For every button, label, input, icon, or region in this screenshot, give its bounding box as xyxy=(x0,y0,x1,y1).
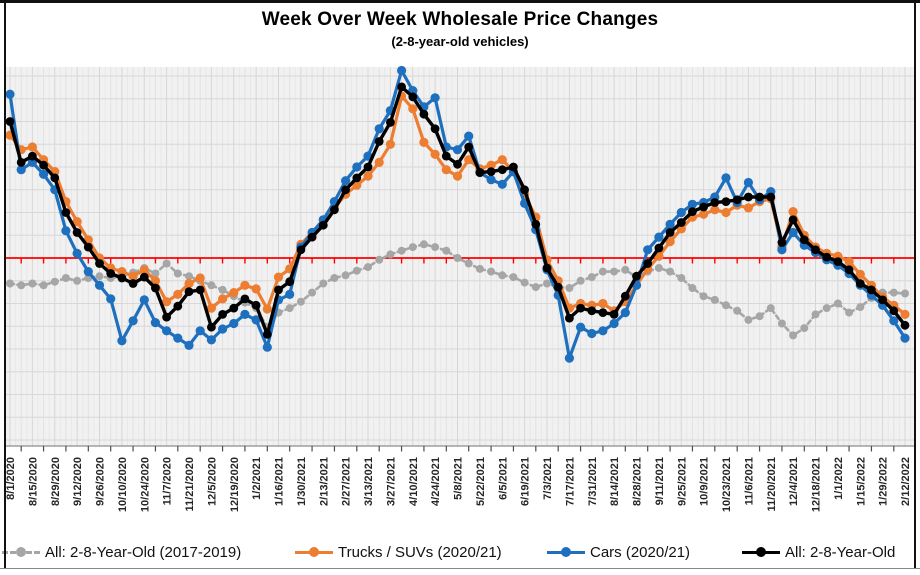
svg-text:10/9/2021: 10/9/2021 xyxy=(699,457,711,506)
svg-text:1/29/2022: 1/29/2022 xyxy=(878,457,890,506)
legend-item-trucks-suvs: Trucks / SUVs (2020/21) xyxy=(295,541,502,563)
svg-text:8/28/2021: 8/28/2021 xyxy=(632,457,644,506)
legend-item-all-current: All: 2-8-Year-Old xyxy=(742,541,895,563)
legend-item-cars: Cars (2020/21) xyxy=(547,541,690,563)
svg-text:10/23/2021: 10/23/2021 xyxy=(721,457,733,512)
svg-text:12/5/2020: 12/5/2020 xyxy=(206,457,218,506)
frame-border-top xyxy=(0,0,920,3)
series-layer xyxy=(5,65,910,363)
svg-text:8/15/2020: 8/15/2020 xyxy=(27,457,39,506)
svg-text:11/20/2021: 11/20/2021 xyxy=(766,457,778,511)
orange-line-marker-icon xyxy=(295,546,333,558)
svg-text:1/16/2021: 1/16/2021 xyxy=(274,457,286,506)
svg-text:9/12/2020: 9/12/2020 xyxy=(72,457,84,506)
legend-label: All: 2-8-Year-Old (2017-2019) xyxy=(45,543,242,561)
svg-text:5/22/2021: 5/22/2021 xyxy=(475,457,487,506)
svg-text:2/12/2022: 2/12/2022 xyxy=(900,457,912,506)
svg-text:12/18/2021: 12/18/2021 xyxy=(811,457,823,512)
svg-text:4/24/2021: 4/24/2021 xyxy=(430,457,442,506)
svg-text:9/11/2021: 9/11/2021 xyxy=(654,457,666,505)
legend-label: All: 2-8-Year-Old xyxy=(785,543,896,561)
black-line-marker-icon xyxy=(742,546,780,558)
svg-text:2/27/2021: 2/27/2021 xyxy=(341,457,353,506)
svg-text:12/4/2021: 12/4/2021 xyxy=(788,457,800,506)
svg-text:1/2/2021: 1/2/2021 xyxy=(251,457,263,500)
svg-text:11/6/2021: 11/6/2021 xyxy=(743,457,755,505)
svg-text:1/30/2021: 1/30/2021 xyxy=(296,457,308,506)
svg-text:8/29/2020: 8/29/2020 xyxy=(50,457,62,506)
svg-text:6/19/2021: 6/19/2021 xyxy=(520,457,532,506)
svg-text:9/25/2021: 9/25/2021 xyxy=(676,457,688,506)
svg-text:1/1/2022: 1/1/2022 xyxy=(833,457,845,500)
svg-text:7/3/2021: 7/3/2021 xyxy=(542,457,554,500)
svg-text:2/13/2021: 2/13/2021 xyxy=(318,457,330,506)
x-axis-labels: 8/1/2020 8/15/2020 8/29/2020 9/12/2020 9/26/… xyxy=(5,457,912,512)
svg-text:7/17/2021: 7/17/2021 xyxy=(564,457,576,506)
svg-text:6/5/2021: 6/5/2021 xyxy=(497,457,509,500)
legend-label: Trucks / SUVs (2020/21) xyxy=(338,543,502,561)
svg-text:3/27/2021: 3/27/2021 xyxy=(385,457,397,506)
frame-border-right xyxy=(914,0,916,568)
svg-text:3/13/2021: 3/13/2021 xyxy=(363,457,375,506)
svg-text:10/24/2020: 10/24/2020 xyxy=(139,457,151,512)
svg-text:1/15/2022: 1/15/2022 xyxy=(855,457,867,506)
blue-line-marker-icon xyxy=(547,546,585,558)
chart-subtitle: (2-8-year-old vehicles) xyxy=(391,34,529,49)
frame-border-bottom xyxy=(0,568,920,569)
chart-title: Week Over Week Wholesale Price Changes xyxy=(261,9,659,30)
svg-text:12/19/2020: 12/19/2020 xyxy=(229,457,241,512)
svg-text:4/10/2021: 4/10/2021 xyxy=(408,457,420,506)
svg-text:9/26/2020: 9/26/2020 xyxy=(95,457,107,506)
svg-text:10/10/2020: 10/10/2020 xyxy=(117,457,129,512)
frame-border-left xyxy=(4,0,6,568)
svg-text:11/21/2020: 11/21/2020 xyxy=(184,457,196,511)
svg-text:8/1/2020: 8/1/2020 xyxy=(5,457,17,500)
svg-text:5/8/2021: 5/8/2021 xyxy=(453,457,465,500)
legend-item-all-2017-2019: All: 2-8-Year-Old (2017-2019) xyxy=(2,541,241,563)
svg-text:8/14/2021: 8/14/2021 xyxy=(609,457,621,506)
svg-text:11/7/2020: 11/7/2020 xyxy=(162,457,174,505)
gray-dashed-line-marker-icon xyxy=(2,546,40,558)
legend-label: Cars (2020/21) xyxy=(590,543,691,561)
chart-legend: All: 2-8-Year-Old (2017-2019) Trucks / S… xyxy=(0,541,920,563)
svg-text:7/31/2021: 7/31/2021 xyxy=(587,457,599,506)
